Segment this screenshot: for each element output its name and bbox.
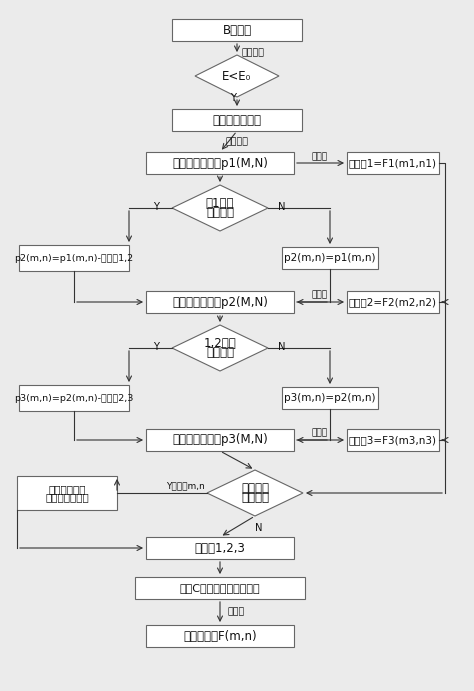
Text: N: N: [278, 202, 286, 212]
Text: 是否超出: 是否超出: [241, 491, 269, 504]
Text: 框1重叠: 框1重叠: [206, 197, 234, 210]
Text: 加载C模式：彩色点数统计: 加载C模式：彩色点数统计: [180, 583, 260, 593]
Bar: [172, 109, 302, 131]
Text: 求最大: 求最大: [228, 607, 245, 616]
Bar: [347, 291, 439, 313]
Text: Y: Y: [153, 342, 159, 352]
Polygon shape: [195, 55, 279, 97]
Text: p2(m,n)=p1(m,n): p2(m,n)=p1(m,n): [284, 253, 376, 263]
Text: N: N: [278, 342, 286, 352]
Bar: [146, 537, 294, 559]
Text: 取样框3=F3(m3,n3): 取样框3=F3(m3,n3): [349, 435, 437, 445]
Text: 低亮度像素点集: 低亮度像素点集: [212, 113, 262, 126]
Text: 求最大: 求最大: [312, 428, 328, 437]
Text: 框与取样: 框与取样: [206, 206, 234, 219]
Text: 取样框1,2,3: 取样框1,2,3: [194, 542, 246, 554]
Bar: [282, 247, 378, 269]
Bar: [172, 19, 302, 41]
Text: 求最大: 求最大: [312, 290, 328, 299]
Text: 取样框点集数组p2(M,N): 取样框点集数组p2(M,N): [172, 296, 268, 308]
Bar: [347, 152, 439, 174]
Text: 初选取样框F(m,n): 初选取样框F(m,n): [183, 630, 257, 643]
Text: 取样框点集数组p3(M,N): 取样框点集数组p3(M,N): [172, 433, 268, 446]
Text: E<E₀: E<E₀: [222, 70, 252, 82]
Bar: [135, 577, 305, 599]
Bar: [17, 476, 117, 510]
Text: Y，调整m,n: Y，调整m,n: [165, 482, 204, 491]
Text: Y: Y: [230, 93, 236, 103]
Polygon shape: [172, 185, 268, 231]
Bar: [146, 291, 294, 313]
Text: 求最大: 求最大: [312, 153, 328, 162]
Bar: [347, 429, 439, 451]
Text: Y: Y: [153, 202, 159, 212]
Text: N: N: [255, 523, 263, 533]
Polygon shape: [207, 470, 303, 516]
Text: 1,2重叠: 1,2重叠: [204, 337, 237, 350]
Polygon shape: [172, 325, 268, 371]
Text: 样框替换原框: 样框替换原框: [48, 484, 86, 494]
Text: 与取样框: 与取样框: [206, 346, 234, 359]
Text: p3(m,n)=p2(m,n)-重叠点2,3: p3(m,n)=p2(m,n)-重叠点2,3: [14, 393, 134, 402]
Text: 取样框2=F2(m2,n2): 取样框2=F2(m2,n2): [349, 297, 437, 307]
Text: 最近邻区域内取: 最近邻区域内取: [45, 492, 89, 502]
Bar: [146, 152, 294, 174]
Text: 逐点过滤: 逐点过滤: [242, 48, 265, 57]
Bar: [146, 429, 294, 451]
Bar: [19, 245, 129, 271]
Text: p3(m,n)=p2(m,n): p3(m,n)=p2(m,n): [284, 393, 376, 403]
Text: 取样框1=F1(m1,n1): 取样框1=F1(m1,n1): [349, 158, 437, 168]
Text: 逐格计算: 逐格计算: [226, 138, 249, 146]
Bar: [146, 625, 294, 647]
Bar: [19, 385, 129, 411]
Bar: [282, 387, 378, 409]
Text: 取样框点集数组p1(M,N): 取样框点集数组p1(M,N): [172, 156, 268, 169]
Text: B超成像: B超成像: [222, 23, 252, 37]
Text: p2(m,n)=p1(m,n)-重叠点1,2: p2(m,n)=p1(m,n)-重叠点1,2: [14, 254, 134, 263]
Text: 扫描区域: 扫描区域: [241, 482, 269, 495]
